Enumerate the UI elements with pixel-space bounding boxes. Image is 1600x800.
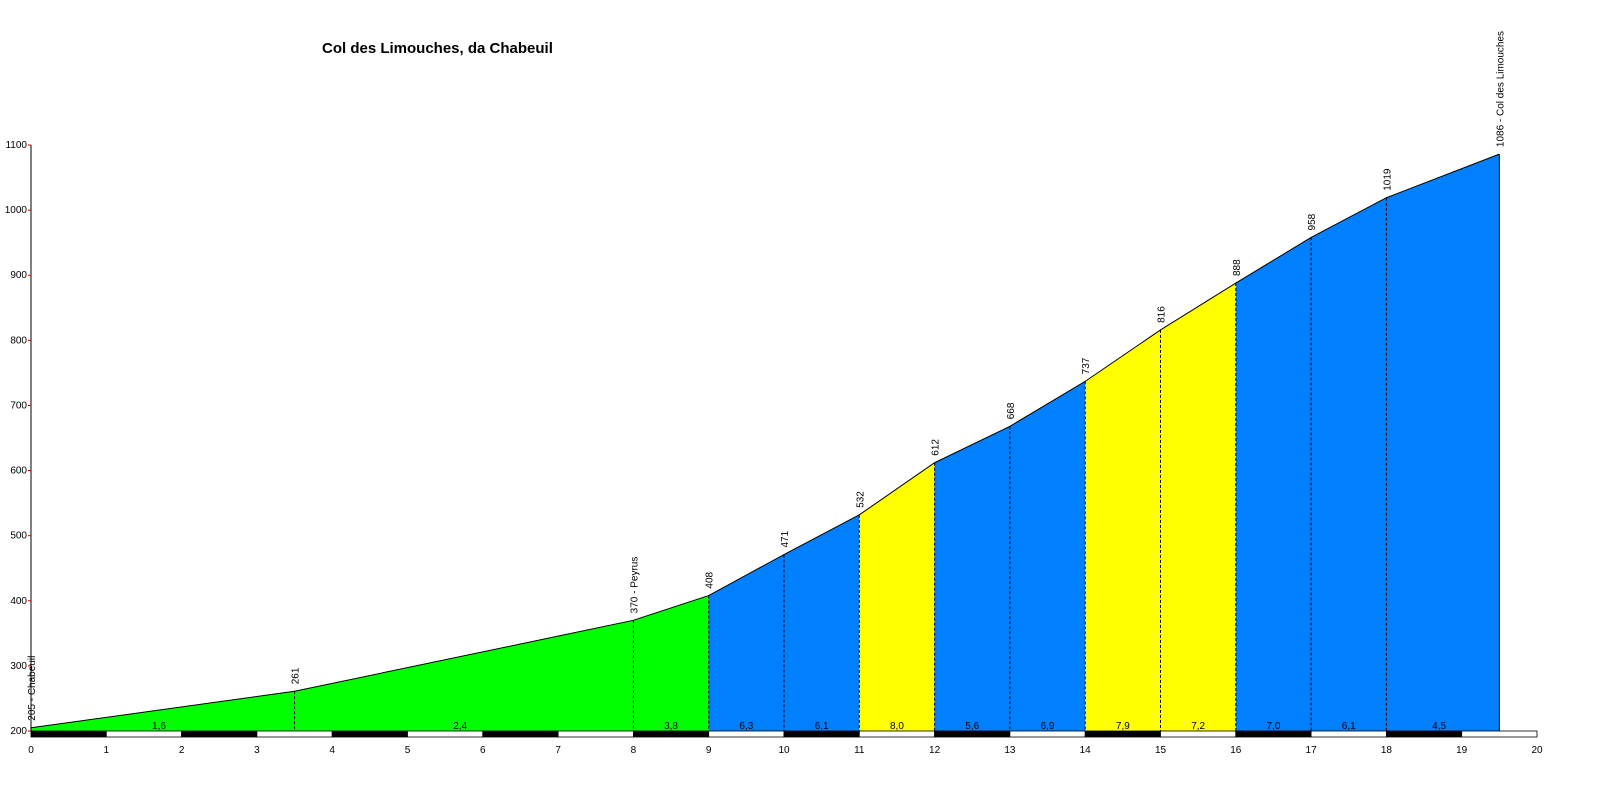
x-tick-label: 11 bbox=[854, 745, 865, 756]
labels: 1,6 2,4 3,8 6,3 6,1 8,0 5,6 6,9 7,9 7,2 7,0 6,1 4,5 2… bbox=[27, 31, 1506, 732]
elevation-label: 612 bbox=[931, 439, 942, 456]
x-tick-label: 18 bbox=[1381, 745, 1393, 756]
profile-line-group bbox=[30, 153, 1500, 731]
elevation-label: 205 - Chabeuil bbox=[27, 656, 38, 721]
x-tick-label: 12 bbox=[929, 745, 941, 756]
segment-fill bbox=[1085, 329, 1161, 731]
segment-fill bbox=[1235, 237, 1312, 732]
gradient-label: 3,8 bbox=[664, 721, 678, 732]
segment-fill bbox=[1311, 197, 1387, 732]
segment-fill bbox=[31, 691, 295, 731]
gradient-label: 7,0 bbox=[1266, 721, 1280, 732]
segment-fill bbox=[294, 620, 634, 731]
km-bar-block bbox=[407, 730, 484, 738]
x-tick-label: 9 bbox=[706, 745, 712, 756]
elevation-label: 532 bbox=[855, 491, 866, 508]
segment-fill bbox=[784, 514, 860, 731]
x-tick-label: 10 bbox=[778, 745, 790, 756]
km-bar-block bbox=[105, 730, 183, 738]
gradient-label: 5,6 bbox=[965, 721, 979, 732]
y-tick-label: 1000 bbox=[5, 205, 28, 216]
y-tick-label: 300 bbox=[10, 661, 27, 672]
x-tick-label: 1 bbox=[104, 745, 110, 756]
km-bar-block bbox=[331, 730, 408, 738]
segment-fill bbox=[859, 462, 935, 731]
y-tick-label: 900 bbox=[10, 270, 27, 281]
gradient-label: 7,9 bbox=[1116, 721, 1130, 732]
km-bar-block bbox=[557, 730, 634, 738]
x-tick-label: 14 bbox=[1080, 745, 1092, 756]
km-bar-block bbox=[30, 730, 107, 738]
x-tick-label: 16 bbox=[1230, 745, 1242, 756]
segment-fill bbox=[934, 426, 1010, 731]
gradient-label: 6,1 bbox=[1342, 721, 1356, 732]
km-scale-bar bbox=[30, 730, 1538, 738]
gradient-label: 2,4 bbox=[453, 721, 467, 732]
elevation-label: 816 bbox=[1157, 306, 1168, 323]
x-tick-label: 2 bbox=[179, 745, 185, 756]
x-tick-label: 15 bbox=[1155, 745, 1167, 756]
x-tick-label: 7 bbox=[555, 745, 561, 756]
km-bar-block bbox=[256, 730, 333, 738]
gradient-label: 7,2 bbox=[1191, 721, 1205, 732]
gradient-label: 1,6 bbox=[152, 721, 166, 732]
y-tick-label: 1100 bbox=[5, 140, 27, 151]
y-tick-label: 600 bbox=[10, 466, 27, 477]
chart-title: Col des Limouches, da Chabeuil bbox=[322, 40, 553, 57]
segment-fill bbox=[708, 554, 784, 731]
y-tick-label: 500 bbox=[10, 531, 27, 542]
km-bar-block bbox=[1386, 730, 1463, 738]
profile-line bbox=[30, 153, 1500, 729]
x-tick-label: 5 bbox=[405, 745, 411, 756]
x-tick-label: 19 bbox=[1456, 745, 1468, 756]
segment-fill bbox=[633, 595, 709, 731]
x-tick-label: 13 bbox=[1004, 745, 1016, 756]
gradient-label: 6,9 bbox=[1041, 721, 1055, 732]
gradient-label: 4,5 bbox=[1432, 721, 1446, 732]
segment-dividers bbox=[294, 197, 1387, 731]
segment-fill bbox=[1009, 381, 1086, 731]
elevation-label: 888 bbox=[1232, 259, 1243, 276]
x-tick-label: 6 bbox=[480, 745, 486, 756]
elevation-label: 471 bbox=[780, 530, 791, 547]
y-tick-label: 200 bbox=[10, 726, 27, 737]
x-tick-label: 0 bbox=[28, 745, 34, 756]
y-tick-label: 800 bbox=[10, 335, 27, 346]
gradient-label: 6,1 bbox=[815, 721, 829, 732]
x-tick-label: 20 bbox=[1531, 745, 1543, 756]
elevation-label: 737 bbox=[1081, 357, 1092, 374]
gradient-label: 8,0 bbox=[890, 721, 904, 732]
x-tick-label: 8 bbox=[631, 745, 637, 756]
elevation-label: 370 - Peyrus bbox=[629, 557, 640, 614]
elevation-label: 408 bbox=[705, 571, 716, 588]
x-tick-label: 3 bbox=[254, 745, 260, 756]
segment-fill bbox=[1386, 154, 1500, 732]
x-tick-label: 4 bbox=[329, 745, 335, 756]
elevation-label: 958 bbox=[1307, 213, 1318, 230]
elevation-label: 668 bbox=[1006, 402, 1017, 419]
elevation-label: 261 bbox=[291, 667, 302, 684]
km-bar-block bbox=[181, 730, 258, 738]
km-bar-block bbox=[1461, 730, 1538, 738]
gradient-label: 6,3 bbox=[739, 721, 753, 732]
elevation-label: 1019 bbox=[1382, 168, 1393, 191]
segment-fill bbox=[1160, 283, 1236, 731]
y-tick-label: 400 bbox=[10, 596, 27, 607]
x-tick-label: 17 bbox=[1306, 745, 1318, 756]
km-bar-block bbox=[482, 730, 559, 738]
elevation-label: 1086 - Col des Limouches bbox=[1495, 31, 1506, 147]
segment-fills bbox=[31, 154, 1500, 732]
y-tick-label: 700 bbox=[10, 400, 27, 411]
